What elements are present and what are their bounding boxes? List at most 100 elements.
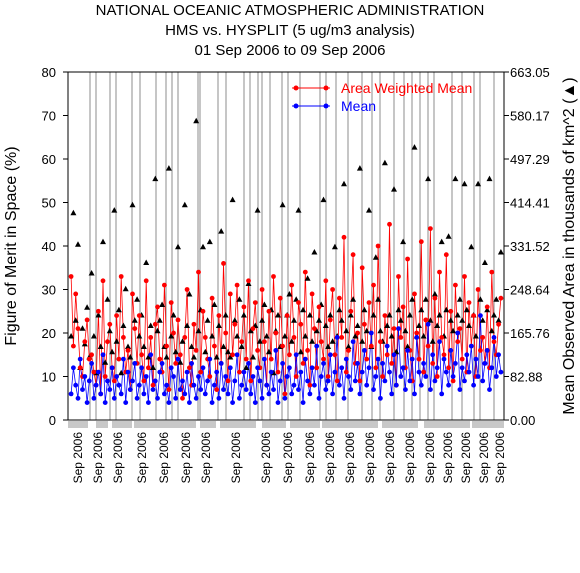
mean-point-122 xyxy=(346,374,351,379)
area-triangle-76 xyxy=(240,312,247,318)
y2-tick-label-5: 414.41 xyxy=(510,196,550,211)
area-triangle-2 xyxy=(72,317,79,323)
area-triangle-96 xyxy=(286,291,293,297)
mean-point-185 xyxy=(489,365,495,371)
area-weighted-mean-point-76 xyxy=(241,304,247,310)
area-weighted-mean-point-21 xyxy=(116,356,122,362)
area-triangle-72 xyxy=(231,317,238,323)
area-weighted-mean-point-22 xyxy=(118,274,124,279)
x-tick-label-7: Sep 2006 xyxy=(229,432,243,484)
area-weighted-mean-point-31 xyxy=(139,352,145,358)
area-weighted-mean-point-113 xyxy=(325,374,331,379)
mean-point-182 xyxy=(482,361,488,366)
area-weighted-mean-point-144 xyxy=(396,274,401,279)
area-weighted-mean-point-46 xyxy=(173,361,179,366)
mean-point-46 xyxy=(173,395,179,401)
area-triangle-135 xyxy=(375,296,382,302)
area-weighted-mean-point-123 xyxy=(348,308,354,314)
area-weighted-mean-point-132 xyxy=(368,343,374,349)
area-weighted-mean-point-39 xyxy=(157,356,163,362)
area-triangle-161 xyxy=(434,322,441,328)
area-triangle-100 xyxy=(295,207,302,213)
mean-point-150 xyxy=(409,356,415,362)
y-axis-label: Figure of Merit in Space (%) xyxy=(3,146,20,345)
legend-marker-area-weighted-mean xyxy=(293,85,299,91)
area-weighted-mean-point-8 xyxy=(86,356,92,362)
mean-point-157 xyxy=(425,321,431,327)
area-weighted-mean-point-88 xyxy=(268,356,274,362)
area-triangle-183 xyxy=(484,306,491,313)
mean-point-186 xyxy=(491,335,497,340)
mean-point-71 xyxy=(230,400,236,405)
mean-point-26 xyxy=(127,387,133,392)
mean-point-136 xyxy=(378,395,383,401)
area-triangle-123 xyxy=(347,312,354,318)
mean-point-41 xyxy=(162,391,167,397)
mean-point-166 xyxy=(446,382,451,388)
area-triangle-3 xyxy=(75,241,81,247)
area-triangle-127 xyxy=(356,165,363,171)
area-weighted-mean-point-89 xyxy=(271,274,276,279)
area-triangle-13 xyxy=(97,343,104,349)
area-weighted-mean-point-119 xyxy=(339,335,345,340)
area-weighted-mean-point-183 xyxy=(484,304,490,310)
y-tick-label-1: 10 xyxy=(42,370,56,385)
mean-point-138 xyxy=(382,378,388,384)
area-weighted-mean-point-91 xyxy=(275,369,281,375)
mean-point-13 xyxy=(98,391,104,397)
area-triangle-148 xyxy=(404,343,411,349)
mean-point-179 xyxy=(475,374,481,379)
area-weighted-mean-point-14 xyxy=(100,278,106,284)
area-weighted-mean-point-124 xyxy=(350,252,356,258)
mean-point-23 xyxy=(121,356,126,362)
area-weighted-mean-point-69 xyxy=(225,378,231,384)
area-triangle-107 xyxy=(311,249,318,255)
area-triangle-61 xyxy=(206,238,213,245)
mean-point-54 xyxy=(191,382,197,388)
mean-point-173 xyxy=(462,378,467,384)
area-weighted-mean-point-68 xyxy=(223,330,229,336)
area-weighted-mean-point-62 xyxy=(209,295,215,301)
area-weighted-mean-point-92 xyxy=(277,295,283,301)
area-triangle-108 xyxy=(313,327,320,334)
mean-point-24 xyxy=(123,400,129,405)
mean-point-67 xyxy=(221,387,226,392)
x-tick-label-10: Sep 2006 xyxy=(303,432,317,484)
area-triangle-136 xyxy=(377,327,384,334)
x-tick-label-8: Sep 2006 xyxy=(259,432,273,484)
area-triangle-97 xyxy=(288,338,295,344)
area-weighted-mean-point-142 xyxy=(391,326,397,331)
area-weighted-mean-point-50 xyxy=(182,335,188,340)
mean-point-149 xyxy=(407,378,413,384)
mean-point-6 xyxy=(82,374,88,379)
y2-tick-label-1: 82.88 xyxy=(510,370,543,385)
mean-point-69 xyxy=(225,391,231,397)
area-triangle-181 xyxy=(479,317,486,323)
area-weighted-mean-point-159 xyxy=(430,361,436,366)
area-triangle-59 xyxy=(202,348,209,355)
area-triangle-16 xyxy=(104,296,111,302)
area-triangle-125 xyxy=(352,333,359,339)
mean-point-137 xyxy=(380,361,385,366)
x-tick-label-19: Sep 2006 xyxy=(477,432,491,484)
mean-point-40 xyxy=(159,361,165,366)
area-weighted-mean-point-98 xyxy=(291,335,297,340)
mean-point-89 xyxy=(271,387,276,392)
x-tick-label-13: Sep 2006 xyxy=(363,432,377,484)
area-weighted-mean-point-161 xyxy=(434,374,440,379)
area-triangle-150 xyxy=(409,296,416,302)
area-weighted-mean-point-57 xyxy=(198,369,204,375)
area-triangle-104 xyxy=(304,275,311,281)
mean-point-160 xyxy=(432,378,438,384)
mean-point-158 xyxy=(428,387,433,392)
area-triangle-35 xyxy=(147,322,154,328)
mean-point-43 xyxy=(166,400,172,405)
area-triangle-134 xyxy=(372,254,379,260)
title-line-2: HMS vs. HYSPLIT (5 ug/m3 analysis) xyxy=(165,22,415,39)
area-triangle-158 xyxy=(427,317,434,323)
area-triangle-10 xyxy=(90,333,97,339)
mean-point-143 xyxy=(393,382,399,388)
x-tick-label-2: Sep 2006 xyxy=(111,432,125,484)
mean-point-55 xyxy=(193,395,199,401)
mean-point-38 xyxy=(155,395,160,401)
